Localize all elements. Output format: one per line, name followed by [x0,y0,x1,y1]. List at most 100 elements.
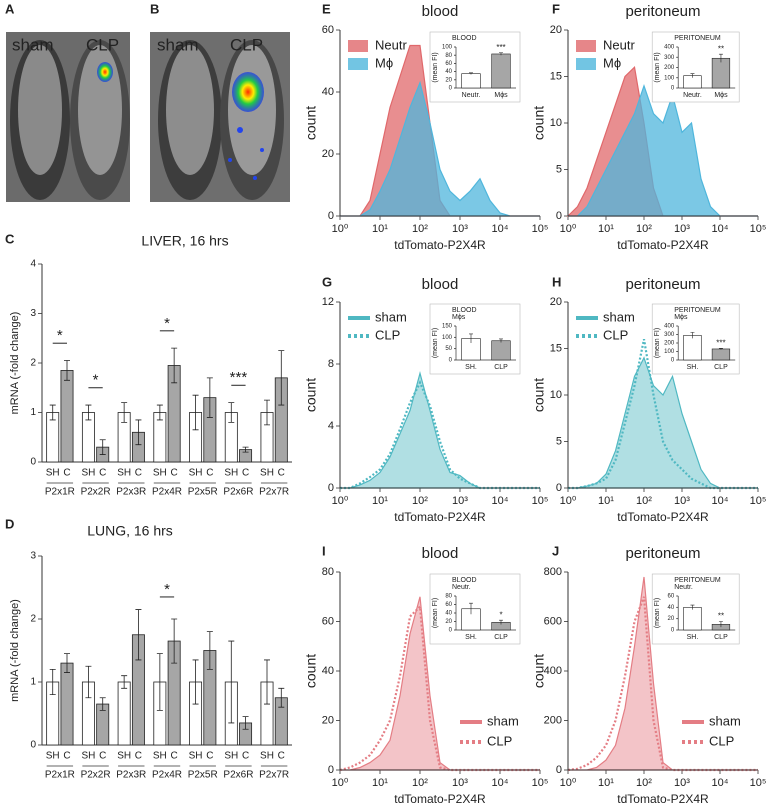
inset-title: PERITONEUM [674,307,721,314]
y-tick-label: 150 [442,324,453,330]
group-label: P2x3R [116,770,146,781]
inset-significance: *** [716,338,725,347]
y-axis-label: count [531,378,547,412]
x-tick-label: C [206,468,213,479]
x-tick-label: SH [224,751,238,762]
x-tick-label: 10² [636,777,652,789]
x-tick-label: 10⁵ [532,223,549,235]
histogram-area [568,356,758,489]
y-tick-label: 10 [550,389,562,401]
x-tick-label: 10¹ [598,777,614,789]
significance-label: *** [230,369,248,386]
y-tick-label: 20 [322,148,334,160]
inset-y-label: (mean FI) [654,328,661,358]
group-label: P2x7R [259,770,289,781]
bar [60,370,74,463]
legend-label: CLP [375,327,400,342]
error-bar [206,377,213,418]
x-tick-label: SH [260,468,274,479]
y-tick-label: 300 [664,55,675,61]
y-tick-label: 100 [664,349,675,355]
y-tick-label: 100 [442,45,453,51]
chart-title: blood [422,276,459,293]
group-label: P2x7R [259,487,289,498]
group-label: P2x2R [81,487,111,498]
y-tick-label: 40 [322,665,334,677]
x-tick-label: 10⁴ [712,777,729,789]
x-tick-label: SH [117,468,131,479]
inset-error-bar [690,332,695,339]
x-tick-label: 10⁵ [750,777,766,789]
y-tick-label: 200 [544,714,562,726]
y-tick-label: 100 [664,75,675,81]
panel-a-image [6,32,130,202]
error-bar [192,659,199,705]
bar [117,681,131,746]
panel-letter: H [552,274,561,289]
y-tick-label: 800 [544,566,562,578]
x-tick-label: C [278,468,285,479]
error-bar [278,350,285,406]
error-bar [121,402,128,423]
y-tick-label: 1 [30,677,36,688]
panel-letter: B [150,1,159,16]
significance-label: * [93,372,99,389]
inset-category: SH. [465,634,477,641]
x-tick-label: SH [46,751,60,762]
error-bar [64,360,70,381]
y-axis-label: count [303,378,319,412]
inset-subtitle: Mϕs [674,314,688,321]
y-tick-label: 40 [668,605,675,611]
x-tick-label: C [63,468,70,479]
legend-label: sham [709,713,741,728]
group-label: P2x5R [188,487,218,498]
error-bar [264,399,270,426]
inset-bar [491,53,511,89]
legend-swatch [576,58,596,70]
group-label: P2x6R [223,487,253,498]
chart-title: LIVER, 16 hrs [141,233,228,249]
y-axis-label: mRNA (-fold change) [9,312,21,415]
inset-y-label: (mean FI) [432,328,439,358]
error-bar [228,640,235,724]
group-label: P2x3R [116,487,146,498]
x-axis-label: tdTomato-P2X4R [394,792,486,806]
x-tick-label: 10¹ [372,223,388,235]
panel-letter: F [552,1,560,16]
inset-title: BLOOD [452,307,477,314]
x-tick-label: C [99,468,106,479]
y-tick-label: 0 [328,482,334,494]
significance-label: * [164,315,170,332]
y-tick-label: 4 [328,420,334,432]
y-tick-label: 0 [671,358,675,364]
legend-label: sham [603,309,635,324]
error-bar [242,716,249,730]
x-tick-label: 10⁴ [492,777,509,789]
y-tick-label: 0 [556,764,562,776]
y-tick-label: 300 [664,332,675,338]
y-tick-label: 10 [550,117,562,129]
panel-letter: E [322,1,331,16]
x-tick-label: SH [153,751,167,762]
x-tick-label: 10⁴ [492,495,509,507]
x-tick-label: SH [117,751,131,762]
error-bar [156,404,163,421]
inset-title: PERITONEUM [674,35,721,42]
group-label: P2x2R [81,770,111,781]
x-tick-label: 10⁵ [532,777,549,789]
group-label: P2x4R [152,487,182,498]
x-tick-label: SH [260,751,274,762]
y-tick-label: 400 [664,324,675,330]
x-tick-label: 10³ [452,495,468,507]
y-tick-label: 20 [550,24,562,36]
y-tick-label: 400 [664,45,675,51]
error-bar [171,347,178,384]
legend-label: Mϕ [375,55,393,70]
chart-title: LUNG, 16 hrs [87,523,173,539]
inset-error-bar [469,72,473,75]
x-tick-label: 10³ [674,777,690,789]
x-tick-label: 10³ [452,223,468,235]
error-bar [171,618,178,664]
x-tick-label: 10¹ [598,223,614,235]
